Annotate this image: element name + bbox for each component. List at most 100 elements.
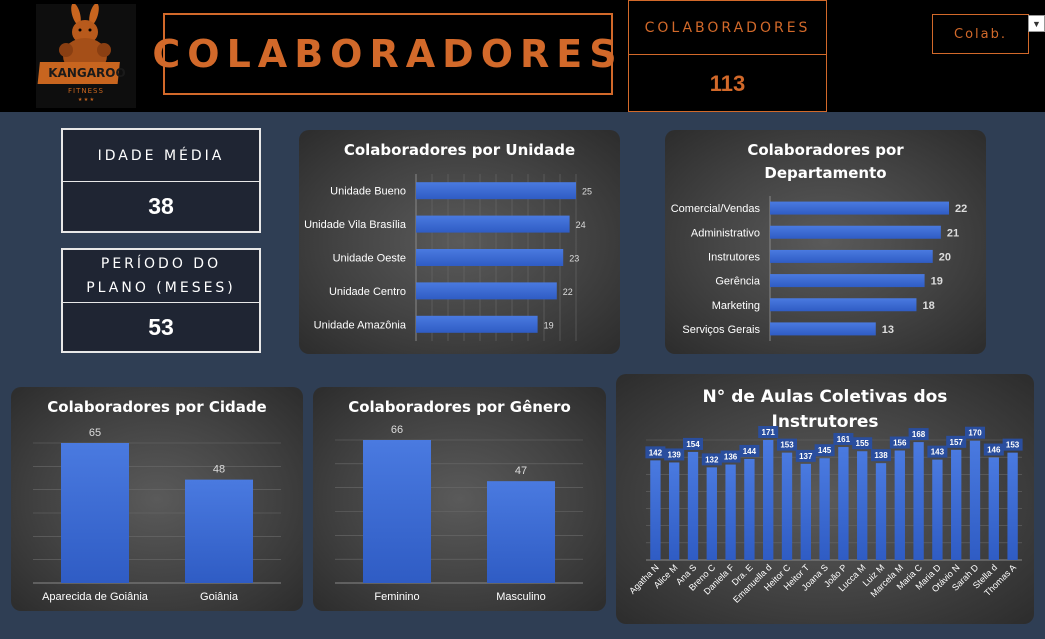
data-label-box [965,426,985,439]
bar [857,451,868,560]
bar [969,440,981,560]
category-label: Goiânia [200,591,239,603]
kangaroo-fitness-logo: KANGAROO FITNESS ★ ★ ★ [36,3,136,108]
data-label: 20 [939,251,951,263]
data-label: 48 [213,464,225,476]
data-label: 132 [705,455,719,464]
chart-aulas-panel: N° de Aulas Coletivas dos Instrutores 142 A… [616,374,1034,624]
bar [819,458,830,560]
bar [875,463,887,560]
bar [725,464,736,560]
periodo-plano-value: 53 [148,313,174,340]
data-label-box [946,435,967,448]
bar [744,458,755,560]
data-label: 138 [874,451,888,460]
chart-genero: Colaboradores por Gênero 66 Feminino 47 Masc… [335,398,583,603]
bar [669,462,680,560]
data-label-box [889,436,910,449]
category-label: Unidade Vila Brasília [304,219,407,231]
bar [951,449,962,560]
data-label: 13 [882,324,894,336]
data-label: 168 [912,430,926,439]
bar [416,182,576,200]
category-label: Feminino [374,591,419,603]
category-label: Serviços Gerais [682,324,760,336]
bar [770,274,925,288]
data-label: 23 [569,254,579,264]
bar [687,451,699,560]
data-label: 153 [1006,441,1020,450]
data-label: 24 [576,220,586,230]
bar [770,201,949,215]
data-label-box [758,426,779,438]
data-label: 154 [686,440,700,449]
bar [363,440,431,583]
chart-title: Colaboradores por [747,141,904,159]
data-label: 157 [950,438,964,447]
colaboradores-count-card: COLABORADORES 113 [628,0,827,112]
data-label: 155 [856,439,870,448]
chart-unidade: Colaboradores por Unidade Unidade Bueno 25… [304,141,592,341]
category-label: Instrutores [708,251,760,263]
data-label: 143 [931,448,945,457]
category-label: Gerência [715,276,761,288]
data-label: 144 [743,447,757,456]
data-label: 25 [582,187,592,197]
bar [770,225,941,239]
data-label-box [683,437,703,450]
chart-aulas: N° de Aulas Coletivas dosInstrutores142A… [627,387,1023,605]
colab-filter[interactable]: Colab. [932,14,1029,54]
chart-genero-panel: Colaboradores por Gênero 66 Feminino 47 Masc… [313,387,606,611]
chart-title: Colaboradores por Cidade [47,398,267,416]
bar [487,481,555,583]
category-label: Unidade Bueno [330,186,406,198]
data-label-box [871,449,891,462]
bar [185,479,253,583]
chart-title: Instrutores [772,412,879,432]
data-label-box [927,445,948,458]
bar [1007,452,1018,560]
bar [770,298,917,312]
chart-unidade-panel: Colaboradores por Unidade Unidade Bueno 25… [299,130,620,354]
data-label-box [739,444,760,457]
category-label: Marketing [712,300,760,312]
bar [988,457,999,560]
bar [770,249,933,263]
colab-filter-label: Colab. [954,26,1007,42]
svg-text:★ ★ ★: ★ ★ ★ [78,97,95,103]
data-label-box [701,453,722,466]
count-label: COLABORADORES [629,1,826,55]
category-label: Unidade Amazônia [314,319,407,331]
data-label-box [777,438,797,451]
bar [781,452,793,560]
page-title-box: COLABORADORES [152,13,617,95]
bar [416,315,538,333]
data-label: 19 [931,276,943,288]
periodo-plano-label: PERÍODO DO PLANO (MESES) [63,250,259,303]
data-label-box [908,428,929,441]
page-title: COLABORADORES [152,32,624,76]
data-label: 156 [893,439,907,448]
chart-title: Colaboradores por Unidade [344,141,575,159]
chart-cidade: Colaboradores por Cidade 65 Aparecida de G… [33,398,281,603]
data-label: 139 [668,450,682,459]
data-label: 153 [780,441,794,450]
data-label: 161 [837,435,851,444]
bar [894,450,905,560]
data-label: 66 [391,424,403,436]
data-label-box [833,433,854,446]
data-label-box [720,450,741,463]
chart-cidade-panel: Colaboradores por Cidade 65 Aparecida de G… [11,387,303,611]
bar [763,440,774,560]
data-label-box [983,443,1004,456]
data-label: 171 [762,428,776,437]
count-value: 113 [709,70,746,96]
category-label: Unidade Oeste [333,253,406,265]
bar [416,249,564,266]
chart-departamento: Colaboradores por Departamento Comercial/V… [671,141,967,341]
filter-dropdown-button[interactable]: ▼ [1028,15,1045,32]
chart-title: Departamento [764,164,886,182]
chart-title: Colaboradores por Gênero [348,398,571,416]
data-label-box [795,449,816,462]
bar [800,463,811,560]
